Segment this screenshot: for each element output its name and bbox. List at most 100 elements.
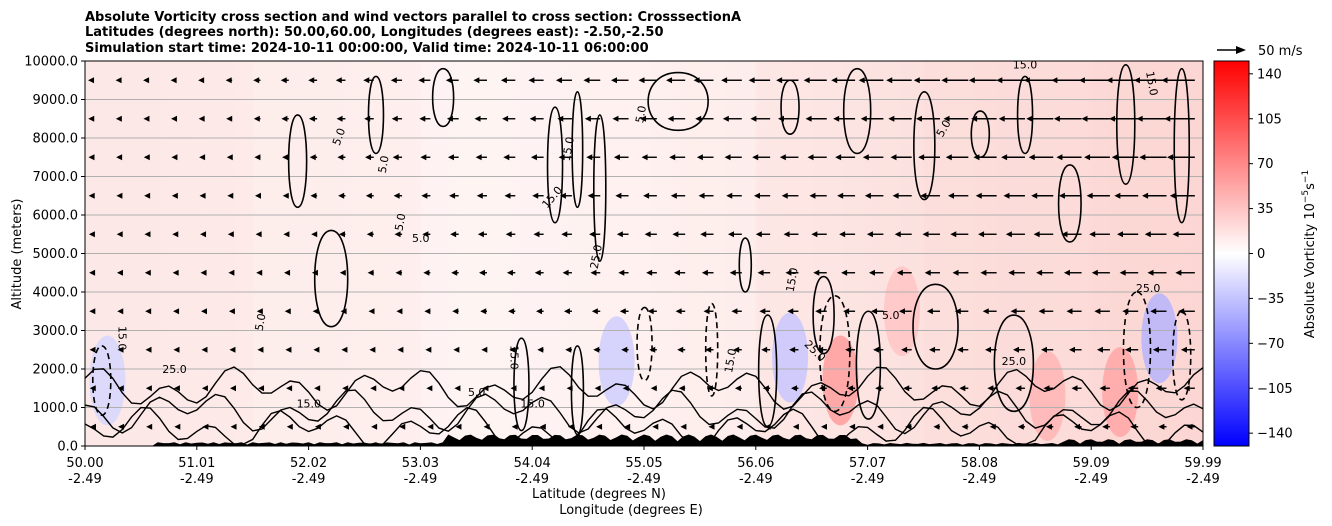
wind-vector-head (677, 346, 684, 353)
wind-vector-head (229, 346, 236, 353)
wind-vector-head (170, 77, 177, 84)
wind-vector-head (143, 115, 150, 122)
wind-vector-head (89, 385, 96, 392)
wind-vector-head (200, 231, 207, 238)
contour-line (431, 67, 455, 128)
wind-vector-head (482, 385, 489, 392)
wind-vector-head (483, 423, 490, 430)
wind-vector-head (898, 308, 905, 315)
wind-vector-head (815, 308, 822, 315)
wind-vector-head (1043, 385, 1050, 392)
wind-vector-head (905, 423, 912, 430)
y-tick-label: 3000.0 (33, 324, 79, 339)
wind-vector-head (971, 115, 978, 122)
wind-vector-head (1008, 269, 1015, 276)
wind-vector-head (696, 154, 703, 161)
wind-vector-head (586, 154, 593, 161)
wind-vector-head (1152, 346, 1159, 353)
contour-line (571, 90, 584, 209)
wind-vector-head (803, 77, 810, 84)
wind-vector-head (817, 346, 824, 353)
wind-vector-head (199, 154, 206, 161)
wind-vector-head (566, 385, 573, 392)
wind-vector-head (530, 154, 537, 161)
plot-area: 5.05.05.05.015.015.025.05.015.015.05.05.… (85, 61, 1203, 446)
contour-line (993, 314, 1035, 413)
wind-vector-head (583, 77, 590, 84)
x-tick-label-latitude: 59.99 (1184, 456, 1221, 471)
wind-vector-head (393, 192, 400, 199)
wind-vector-head (336, 115, 343, 122)
wind-vector-head (422, 231, 429, 238)
wind-vector-head (693, 77, 700, 84)
wind-vector-head (819, 385, 826, 392)
wind-vector-head (286, 423, 293, 430)
wind-vector-head (644, 231, 651, 238)
wind-vector-head (529, 115, 536, 122)
colorbar-tick-label: 105 (1257, 112, 1282, 127)
wind-vector-head (1036, 269, 1043, 276)
wind-vector-head (117, 346, 124, 353)
wind-vector-head (1127, 385, 1134, 392)
y-tick-label: 4000.0 (33, 286, 79, 301)
wind-vector-head (894, 231, 901, 238)
vorticity-cell (1029, 350, 1066, 441)
wind-vector-head (612, 115, 619, 122)
wind-vector-head (308, 115, 315, 122)
wind-vector-head (89, 346, 96, 353)
wind-vector-head (1081, 115, 1088, 122)
wind-vector-head (1169, 192, 1176, 199)
colorbar-label-sup: −5 (1301, 190, 1311, 203)
wind-vector-head (975, 192, 982, 199)
contour-line (780, 79, 800, 135)
wind-vector-head (253, 115, 260, 122)
wind-vector-head (918, 154, 925, 161)
contour-line (85, 365, 1203, 412)
wind-vector-head (787, 308, 794, 315)
wind-vector-head (143, 154, 150, 161)
wind-vector-head (1066, 308, 1073, 315)
wind-vector-head (1164, 115, 1171, 122)
wind-vector-head (948, 192, 955, 199)
wind-vector-head (1071, 385, 1078, 392)
contour-labels: 5.05.05.05.015.015.025.05.015.015.05.05.… (116, 61, 1161, 411)
wind-vector-head (559, 192, 566, 199)
wind-vector-head (398, 385, 405, 392)
wind-vector-head (809, 192, 816, 199)
wind-vector-head (888, 115, 895, 122)
wind-vector-head (500, 77, 507, 84)
wind-vector-head (563, 308, 570, 315)
wind-vector-head (339, 269, 346, 276)
wind-vector-head (1015, 385, 1022, 392)
wind-vector-head (873, 346, 880, 353)
wind-vector-head (173, 346, 180, 353)
wind-vector-head (1017, 423, 1024, 430)
wind-vector-head (721, 77, 728, 84)
wind-vector-head (1084, 154, 1091, 161)
wind-vector-head (777, 115, 784, 122)
wind-vector-head (256, 308, 263, 315)
wind-vector-head (396, 308, 403, 315)
x-tick-label-latitude: 59.09 (1073, 456, 1110, 471)
contour-label: 25.0 (1002, 355, 1027, 368)
wind-vector-head (783, 231, 790, 238)
wind-vector-head (706, 385, 713, 392)
contour-line (1016, 75, 1034, 155)
wind-vector-head (941, 77, 948, 84)
x-axis-label-latitude: Latitude (degrees N) (532, 487, 666, 502)
wind-vector-head (371, 423, 378, 430)
contour-label: 25.0 (1136, 282, 1161, 295)
wind-vector-head (649, 346, 656, 353)
y-tick-label: 2000.0 (33, 363, 79, 378)
wind-vector-head (337, 154, 344, 161)
wind-vector-head (675, 308, 682, 315)
contour-line (1172, 310, 1192, 401)
wind-vector-head (669, 154, 676, 161)
x-tick-label-longitude: -2.49 (627, 472, 661, 487)
quiver-key-label: 50 m/s (1258, 44, 1303, 59)
contour-label: 5.0 (393, 212, 409, 231)
wind-vector-head (1102, 423, 1109, 430)
wind-vector-head (254, 154, 261, 161)
wind-vector-head (877, 423, 884, 430)
wind-vector-head (892, 192, 899, 199)
